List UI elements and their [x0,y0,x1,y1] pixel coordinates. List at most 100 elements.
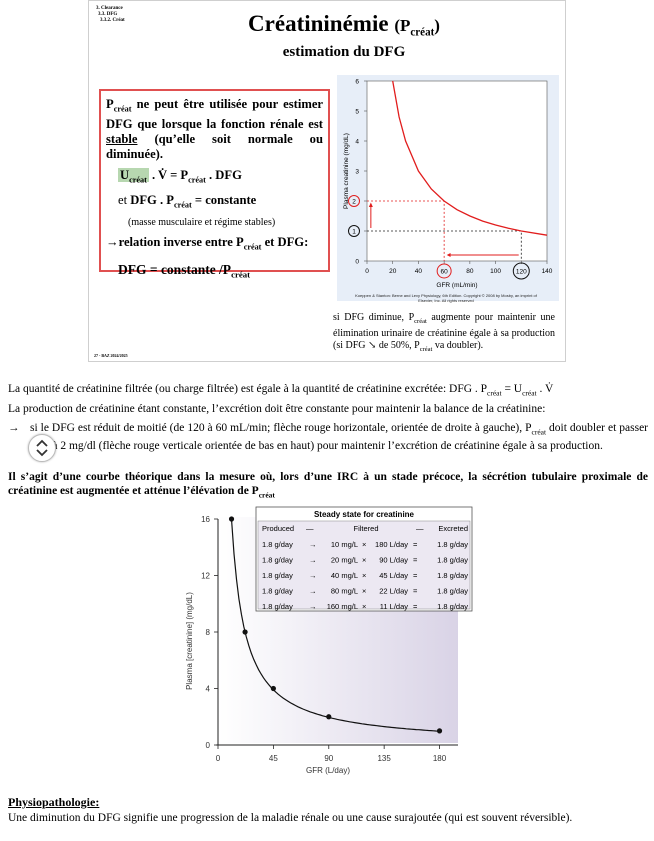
table-sep: → [309,540,317,549]
table-sep: → [309,556,317,565]
y-axis-label: Plasma [creatinine] (mg/dL) [185,592,194,690]
table-sep: → [309,587,317,596]
table-sep: → [309,602,317,611]
y-tick-label: 0 [355,259,359,266]
key-concept-box: Pcréat ne peut être utilisée pour estime… [99,89,330,280]
x-tick-label: 100 [490,268,501,275]
data-point [242,629,248,635]
table-cell: 1.8 g/day [262,602,293,611]
breadcrumb: 3. Clearance 3.3. DFG 3.3.2. Créat [96,6,125,24]
breadcrumb-item: 3.3. DFG [98,12,118,17]
table-sep: × [362,556,366,565]
inverse-relation: →relation inverse entre Pcréat et DFG: [106,234,309,252]
table-cell: 1.8 g/day [437,587,468,596]
x-tick-label: 90 [324,754,333,763]
table-header: Produced [262,524,294,533]
data-point [326,714,332,720]
table-cell: 22 L/day [379,587,408,596]
table-header: Filtered [353,524,378,533]
arrow-head-left [446,253,451,257]
table-cell: 20 mg/L [331,556,358,565]
y-tick-label: 5 [355,109,359,116]
table-header-dash: — [416,524,424,533]
x-tick-label: 80 [466,268,474,275]
y-tick-label: 16 [201,515,210,524]
circled-label: 60 [441,268,449,275]
table-sep: = [413,587,418,596]
steady-state-table: Steady state for creatinine Produced — Filt… [255,506,473,612]
table-cell: 1.8 g/day [437,571,468,580]
table-sep: = [413,540,418,549]
circled-label: 120 [516,268,527,275]
table-cell: 1.8 g/day [262,587,293,596]
scroll-toggle-button[interactable] [28,434,56,462]
section-text: Une diminution du DFG signifie une progr… [8,812,573,824]
x-axis-label: GFR (mL/min) [436,282,477,289]
section-title: Physiopathologie: [8,795,100,809]
x-tick-label: 140 [542,268,553,275]
creatinine-curve [230,518,439,732]
circled-marker [512,262,530,280]
table-cell: 180 L/day [375,540,408,549]
table-sep: → [309,571,317,580]
slide-title: Créatininémie (Pcréat) [248,11,440,39]
breadcrumb-item: 3.3.2. Créat [100,18,125,23]
table-sep: × [362,540,366,549]
paragraph-dfg-halved: → si le DFG est réduit de moitié (de 120… [8,422,648,453]
y-tick-label: 0 [206,741,211,750]
equation-final: DFG = constante /Pcréat [118,262,251,280]
x-tick-label: 180 [433,754,447,763]
table-sep: × [362,571,366,580]
table-sep: × [362,602,366,611]
data-point [436,728,443,734]
x-tick-label: 0 [365,268,369,275]
table-cell: 1.8 g/day [437,556,468,565]
x-tick-label: 0 [216,754,221,763]
paragraph-production: La production de créatinine étant consta… [8,403,546,415]
y-tick-label: 6 [355,79,359,86]
table-cell: 1.8 g/day [262,571,293,580]
table-cell: 40 mg/L [331,571,358,580]
y-tick-label: 3 [355,169,359,176]
table-cell: 11 L/day [380,602,408,611]
equation-excretion: Ucréat . V̇ = Pcréat . DFG [118,167,242,185]
x-axis-label: GFR (L/day) [306,766,350,775]
table-sep: = [413,571,418,580]
x-tick-label: 135 [377,754,391,763]
slide-subtitle: estimation du DFG [282,44,406,60]
table-cell: 160 mg/L [327,602,358,611]
equation-constant: et DFG . Pcréat = constante [118,193,257,210]
box-intro: Pcréat ne peut être utilisée pour estime… [106,97,323,161]
bullet-arrow: → [8,422,20,434]
y-tick-label: 12 [201,572,210,581]
table-sep: × [362,587,366,596]
y-axis-label: Plasma creatinine (mg/dL) [343,133,350,209]
figure-credit: Koeppen & Stanton: Berne and Levy Physio… [355,293,537,303]
table-cell: 10 mg/L [331,540,358,549]
x-tick-label: 40 [415,268,423,275]
table-header: Excreted [438,524,468,533]
figure-caption: si DFG diminue, Pcréat augmente pour mai… [333,312,555,353]
creatinine-steady-state-chart: 0 45 90 135 180 0 4 8 12 16 GFR (L/day) Plasma [c… [185,506,473,775]
slide-footer: 27 - BAZ 2024/2025 [94,353,128,358]
data-point [270,685,276,692]
circled-label: 2 [352,198,356,205]
slide: 3. Clearance 3.3. DFG 3.3.2. Créat Créat… [88,0,566,362]
x-tick-label: 45 [269,754,278,763]
box-note: (masse musculaire et régime stables) [128,216,276,228]
table-cell: 1.8 g/day [262,556,293,565]
table-cell: 1.8 g/day [437,540,468,549]
y-tick-label: 8 [206,628,211,637]
table-cell: 1.8 g/day [437,602,468,611]
table-cell: 1.8 g/day [262,540,293,549]
table-cell: 90 L/day [379,556,408,565]
circled-label: 1 [352,228,356,235]
chevron-up-down-icon [36,439,48,457]
paragraph-filtered-excreted: La quantité de créatinine filtrée (ou ch… [8,383,554,398]
arrow-head-up [368,202,373,207]
table-cell: 45 L/day [379,571,408,580]
circled-marker [348,225,360,237]
circled-marker [348,195,360,207]
y-tick-label: 4 [206,685,211,694]
table-sep: = [413,602,418,611]
